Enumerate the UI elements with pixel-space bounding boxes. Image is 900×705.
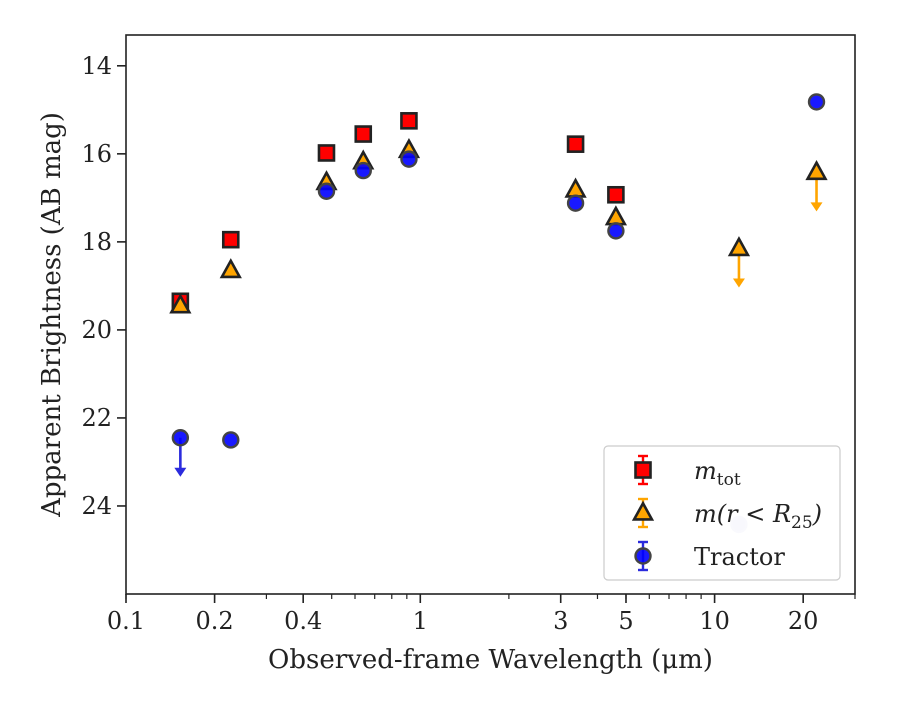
circle-marker	[566, 194, 585, 212]
data-point	[317, 144, 336, 162]
upper-limit-arrow-head	[810, 202, 823, 212]
y-tick-label: 18	[81, 228, 112, 256]
data-point	[400, 112, 418, 130]
data-point	[805, 159, 828, 212]
data-point	[169, 293, 192, 314]
x-tick-label: 0.2	[196, 607, 234, 635]
circle-marker	[607, 222, 625, 240]
x-axis: 0.1 0.2 0.4 1 3 5 10 20	[107, 594, 856, 635]
square-marker	[400, 112, 418, 130]
triangle-marker	[219, 258, 242, 279]
data-point	[317, 182, 336, 200]
data-point	[727, 236, 751, 288]
square-marker	[221, 230, 240, 249]
data-point	[171, 429, 190, 477]
square-marker	[634, 461, 652, 479]
circle-marker	[400, 150, 418, 168]
triangle-marker	[169, 293, 192, 314]
x-tick-label: 3	[553, 607, 568, 635]
legend: mtot m(r < R25) Tractor	[603, 445, 841, 581]
legend-item: Tractor	[634, 540, 785, 572]
square-marker	[317, 144, 336, 162]
data-point	[219, 258, 242, 279]
y-tick-label: 16	[81, 140, 112, 168]
legend-label: Tractor	[694, 543, 785, 571]
data-point	[221, 230, 240, 249]
data-point	[400, 150, 418, 168]
legend-box	[603, 445, 841, 581]
y-tick-label: 24	[81, 492, 112, 520]
series-tractor	[171, 93, 826, 534]
x-axis-label: Observed-frame Wavelength (μm)	[268, 645, 713, 675]
circle-marker	[317, 182, 336, 200]
x-tick-label: 10	[699, 607, 730, 635]
x-tick-label: 1	[413, 607, 428, 635]
upper-limit-arrow-head	[174, 467, 187, 477]
data-point	[566, 135, 585, 153]
y-tick-label: 14	[81, 52, 112, 80]
data-point	[354, 161, 372, 180]
x-tick-label: 5	[618, 607, 633, 635]
data-point	[607, 185, 625, 204]
legend-label: m(r < R25)	[694, 500, 822, 533]
data-point	[354, 125, 373, 143]
circle-marker	[354, 161, 372, 180]
triangle-marker	[727, 236, 751, 257]
y-tick-label: 20	[81, 316, 112, 344]
y-axis-label: Apparent Brightness (AB mag)	[37, 112, 67, 518]
circle-marker	[807, 93, 826, 111]
square-marker	[607, 185, 625, 204]
circle-marker	[634, 547, 652, 565]
triangle-marker	[805, 159, 828, 181]
circle-marker	[171, 429, 190, 447]
data-point	[222, 431, 240, 449]
legend-item: m(r < R25)	[631, 497, 822, 533]
square-marker	[566, 135, 585, 153]
data-points	[169, 93, 828, 534]
circle-marker	[222, 431, 240, 449]
data-point	[807, 93, 826, 111]
x-tick-label: 20	[788, 607, 819, 635]
legend-item: mtot	[634, 454, 741, 490]
legend-label: mtot	[694, 457, 741, 490]
x-tick-label: 0.4	[284, 607, 322, 635]
y-axis: 14 16 18 20 22 24	[81, 52, 126, 520]
data-point	[566, 194, 585, 212]
x-tick-label: 0.1	[107, 607, 145, 635]
y-tick-label: 22	[81, 404, 112, 432]
square-marker	[354, 125, 373, 143]
data-point	[607, 222, 625, 240]
triangle-marker	[631, 500, 655, 521]
upper-limit-arrow-head	[732, 278, 745, 288]
